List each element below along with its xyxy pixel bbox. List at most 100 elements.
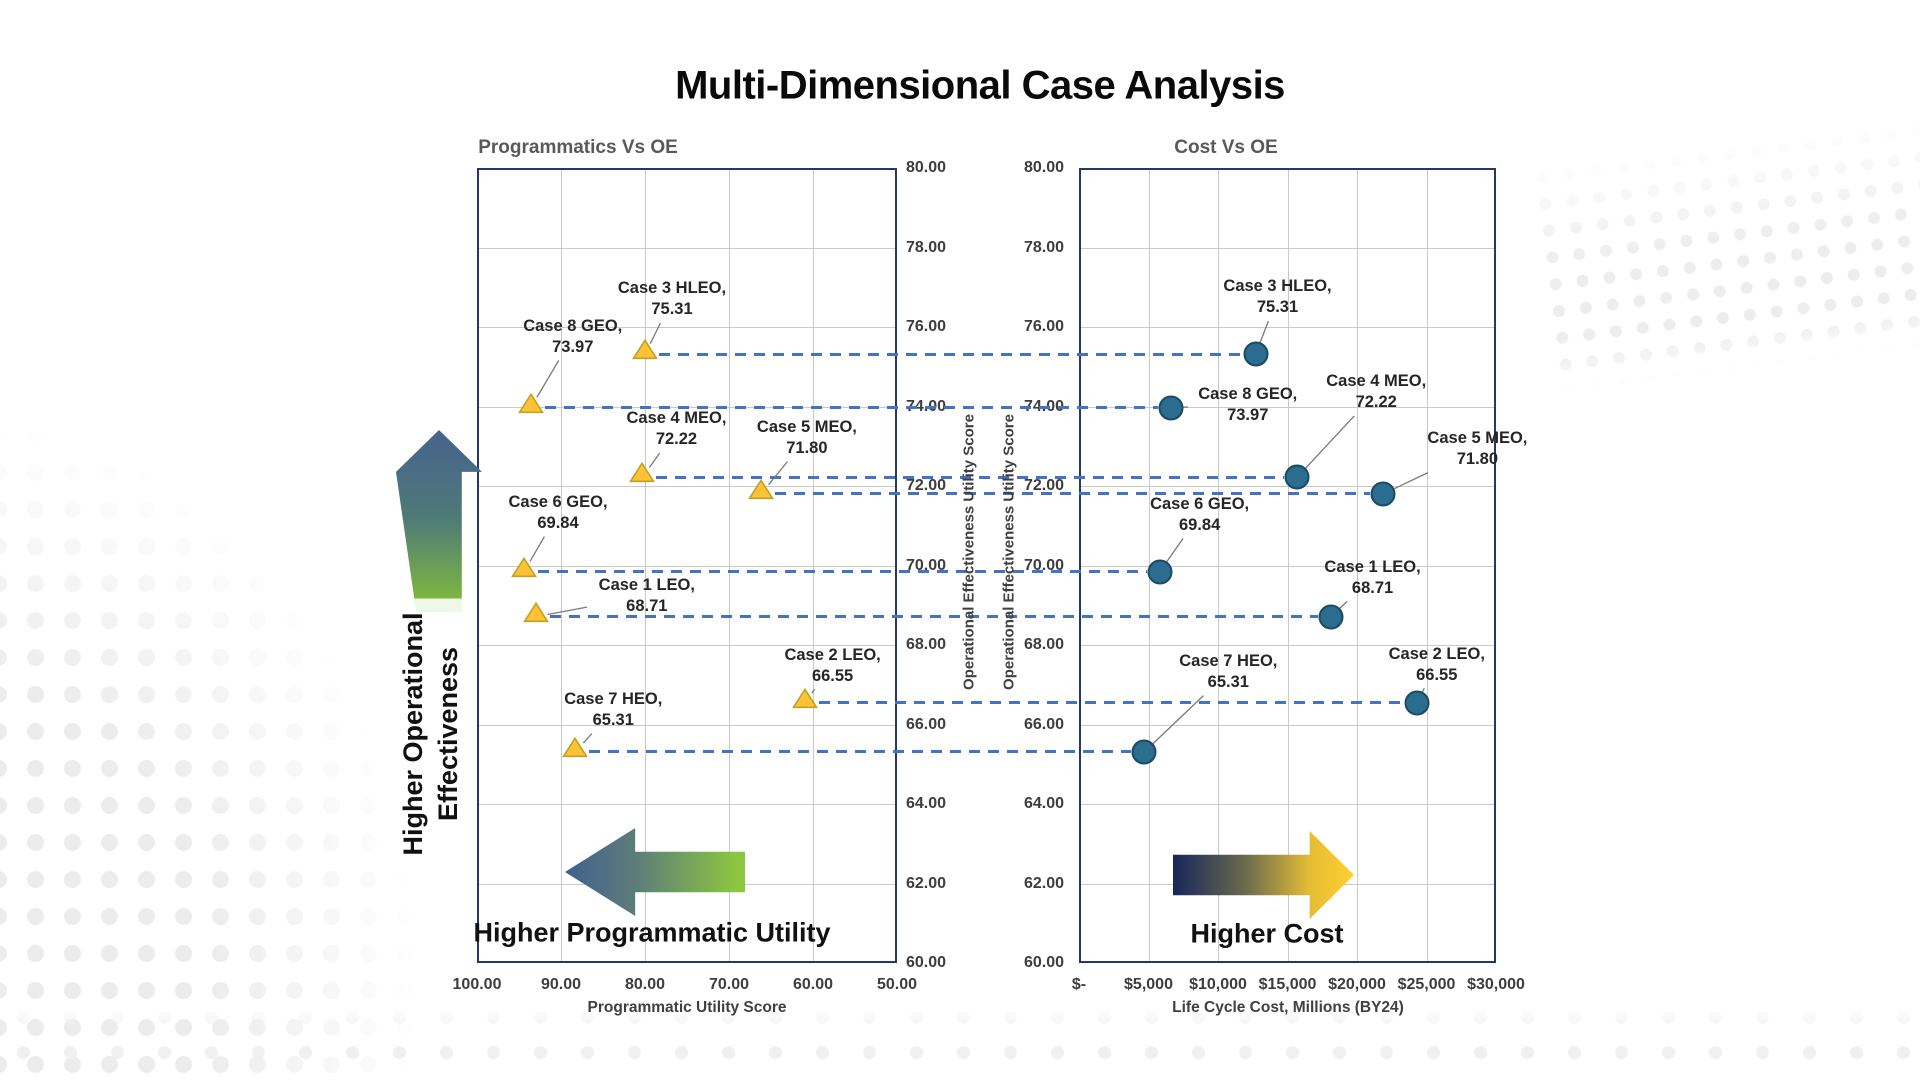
case-marker-circle [1243, 341, 1269, 367]
left-x-tick-label: 100.00 [452, 976, 502, 993]
case-label-value: 66.55 [811, 666, 854, 685]
x-gridline [1287, 170, 1289, 961]
triangle-marker-icon [629, 462, 656, 483]
case-connector-dashed-line [656, 475, 1285, 479]
y-gridline [479, 327, 895, 328]
case-label: Case 4 MEO, 72.22 [626, 408, 726, 450]
higher-cost-label: Higher Cost [1190, 918, 1344, 949]
case-label: Case 1 LEO, 68.71 [599, 575, 695, 617]
case-marker-triangle [522, 601, 549, 628]
left-y-tick-label: 72.00 [906, 477, 947, 494]
case-label-value: 69.84 [1178, 515, 1221, 534]
x-gridline [561, 170, 562, 961]
higher-oe-label-line1: Higher Operational [398, 612, 428, 856]
right-x-tick-label: $15,000 [1258, 976, 1317, 993]
case-connector-dashed-line [538, 570, 1147, 574]
left-y-tick-label: 76.00 [906, 318, 947, 335]
right-x-tick-label: $5,000 [1124, 976, 1173, 993]
higher-oe-label-line2: Effectiveness [433, 646, 463, 822]
triangle-marker-icon [511, 556, 537, 577]
leader-line [648, 452, 661, 468]
case-label-value: 65.31 [1207, 672, 1249, 691]
right-y-tick-label: 80.00 [1023, 159, 1064, 176]
left-y-tick-label: 78.00 [906, 238, 947, 256]
case-label-value: 73.97 [552, 337, 594, 356]
case-marker-triangle [511, 556, 537, 583]
right-y-tick-label: 64.00 [1023, 795, 1064, 812]
case-label-name: Case 6 GEO, [1150, 494, 1250, 513]
case-label-value: 68.71 [626, 596, 668, 615]
case-label-name: Case 2 LEO, [1388, 644, 1485, 663]
leader-line [768, 461, 788, 486]
y-gridline [479, 804, 895, 805]
right-y-tick-label: 72.00 [1023, 477, 1064, 494]
right-x-tick-label: $10,000 [1189, 976, 1247, 993]
leader-line [811, 688, 816, 694]
case-label-value: 75.31 [1256, 298, 1299, 317]
case-label: Case 4 MEO, 72.22 [1326, 371, 1426, 413]
left-y-axis-title: Operational Effectiveness Utility Score [960, 414, 978, 690]
case-label-name: Case 5 MEO, [756, 417, 857, 436]
higher-oe-arrow-label: Higher Operational Effectiveness [394, 598, 468, 870]
case-connector-dashed-line [659, 352, 1243, 356]
left-x-tick-label: 80.00 [624, 976, 666, 993]
right-y-tick-label: 76.00 [1023, 318, 1064, 335]
triangle-marker-icon [562, 736, 589, 758]
left-x-tick-label: 50.00 [876, 976, 918, 993]
left-y-tick-label: 70.00 [906, 556, 947, 574]
case-label: Case 1 LEO, 68.71 [1324, 557, 1420, 599]
leader-line [1152, 695, 1204, 745]
leader-line [1304, 415, 1355, 469]
left-y-tick-label: 60.00 [906, 954, 947, 971]
case-marker-circle [1158, 395, 1184, 421]
right-x-tick-label: $- [1071, 976, 1087, 993]
case-label-value: 69.84 [537, 513, 579, 532]
case-label-name: Case 4 MEO, [626, 409, 727, 428]
right-chart-title: Cost Vs OE [1174, 137, 1278, 158]
left-x-tick-label: 60.00 [792, 976, 834, 993]
x-gridline [1357, 170, 1358, 961]
left-y-tick-label: 74.00 [906, 398, 946, 416]
y-gridline [479, 247, 895, 249]
triangle-marker-icon [517, 392, 544, 413]
case-label: Case 2 LEO, 66.55 [784, 645, 880, 687]
right-y-tick-label: 70.00 [1023, 556, 1064, 574]
case-marker-circle [1370, 481, 1396, 507]
case-label-value: 72.22 [655, 430, 698, 449]
leader-line [1338, 600, 1348, 610]
case-label-value: 71.80 [1456, 449, 1499, 468]
case-marker-triangle [517, 392, 544, 419]
case-label-name: Case 3 HLEO, [617, 279, 727, 298]
case-connector-dashed-line [774, 492, 1371, 496]
case-marker-triangle [562, 736, 589, 763]
case-marker-circle [1131, 739, 1157, 765]
case-marker-circle [1404, 690, 1430, 716]
left-y-tick-label: 80.00 [906, 159, 947, 176]
leader-line [649, 322, 661, 344]
case-label-value: 73.97 [1227, 405, 1269, 424]
right-y-tick-label: 78.00 [1023, 238, 1064, 256]
left-y-tick-label: 62.00 [906, 874, 947, 892]
case-label-name: Case 1 LEO, [1324, 557, 1421, 576]
case-connector-dashed-line [544, 406, 1158, 410]
left-x-axis-title: Programmatic Utility Score [587, 999, 787, 1016]
case-marker-triangle [747, 478, 774, 505]
case-connector-dashed-line [818, 701, 1404, 705]
right-y-axis-title: Operational Effectiveness Utility Score [1000, 414, 1018, 690]
case-label: Case 6 GEO, 69.84 [509, 492, 608, 534]
case-label: Case 8 GEO, 73.97 [523, 316, 622, 358]
case-label: Case 5 MEO, 71.80 [757, 417, 857, 459]
triangle-marker-icon [522, 601, 549, 622]
y-gridline [479, 645, 895, 646]
triangle-marker-icon [747, 478, 774, 500]
case-label: Case 7 HEO, 65.31 [1179, 651, 1277, 693]
left-y-tick-label: 64.00 [906, 795, 947, 812]
y-gridline [479, 724, 895, 726]
case-label: Case 3 HLEO, 75.31 [618, 278, 726, 320]
y-gridline [479, 486, 895, 487]
case-label-value: 66.55 [1416, 665, 1458, 684]
case-connector-dashed-line [549, 615, 1318, 619]
case-marker-triangle [632, 339, 658, 366]
page-title: Multi-Dimensional Case Analysis [675, 63, 1285, 108]
case-label-value: 68.71 [1351, 578, 1394, 597]
